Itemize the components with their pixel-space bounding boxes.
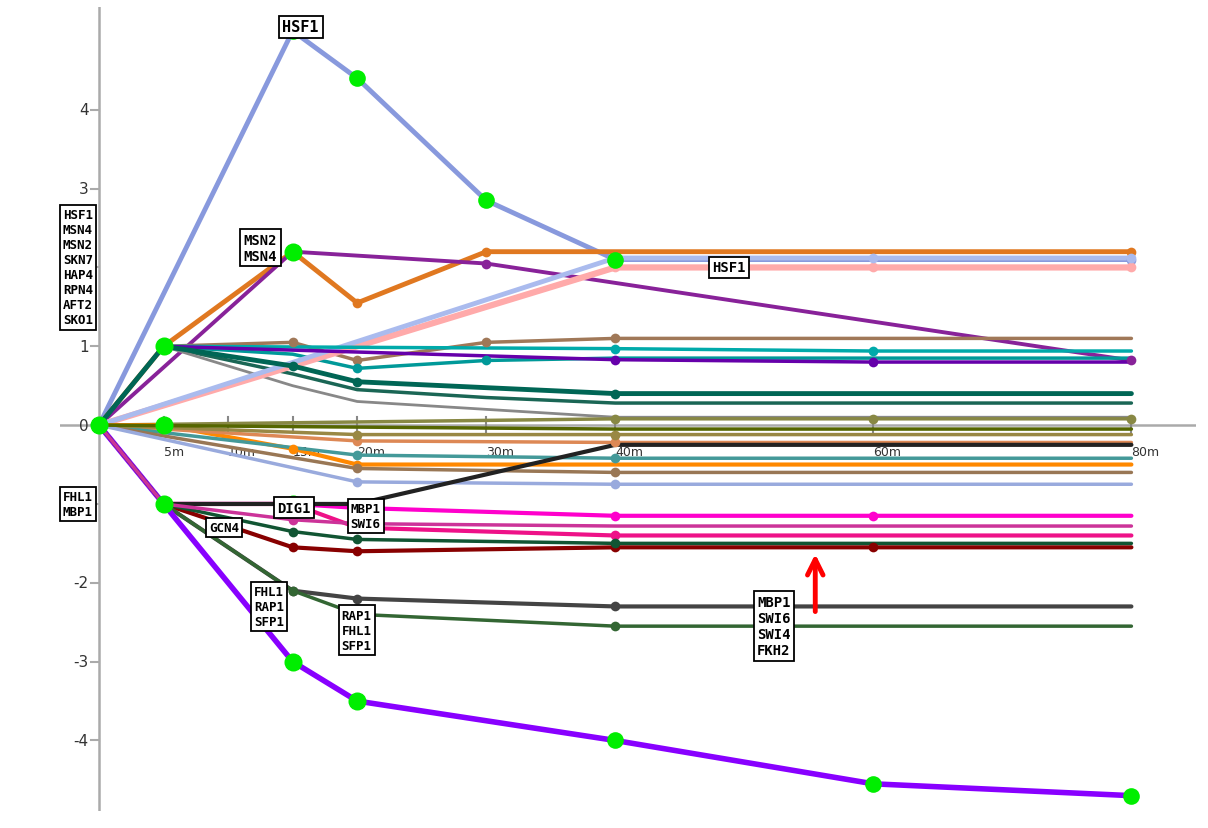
Text: -3: -3 (74, 654, 89, 669)
Text: 5m: 5m (163, 445, 184, 458)
Text: DIG1: DIG1 (277, 501, 310, 515)
Text: 4: 4 (80, 104, 89, 118)
Text: 80m: 80m (1132, 445, 1160, 458)
Text: 60m: 60m (873, 445, 901, 458)
Text: 30m: 30m (486, 445, 515, 458)
Text: HSF1
MSN4
MSN2
SKN7
HAP4
RPN4
AFT2
SKO1: HSF1 MSN4 MSN2 SKN7 HAP4 RPN4 AFT2 SKO1 (63, 209, 93, 327)
Text: FHL1
RAP1
SFP1: FHL1 RAP1 SFP1 (254, 585, 284, 628)
Text: 2: 2 (80, 261, 89, 276)
Text: HSF1: HSF1 (283, 21, 319, 36)
Text: RAP1
FHL1
SFP1: RAP1 FHL1 SFP1 (342, 609, 372, 652)
Text: GCN4: GCN4 (209, 522, 239, 534)
Text: FHL1
MBP1: FHL1 MBP1 (63, 490, 93, 518)
Text: MSN2
MSN4: MSN2 MSN4 (244, 233, 277, 263)
Text: 3: 3 (79, 182, 89, 197)
Text: 10m: 10m (228, 445, 256, 458)
Text: -4: -4 (74, 733, 89, 748)
Text: 20m: 20m (358, 445, 385, 458)
Text: -1: -1 (74, 497, 89, 512)
Text: MBP1
SWI6: MBP1 SWI6 (350, 502, 381, 530)
Text: -2: -2 (74, 575, 89, 590)
Text: 15m: 15m (292, 445, 320, 458)
Text: MBP1
SWI6
SWI4
FKH2: MBP1 SWI6 SWI4 FKH2 (757, 595, 791, 657)
Text: HSF1: HSF1 (712, 261, 745, 275)
Text: 0: 0 (80, 418, 89, 433)
Text: 40m: 40m (615, 445, 643, 458)
Text: 1: 1 (80, 339, 89, 354)
